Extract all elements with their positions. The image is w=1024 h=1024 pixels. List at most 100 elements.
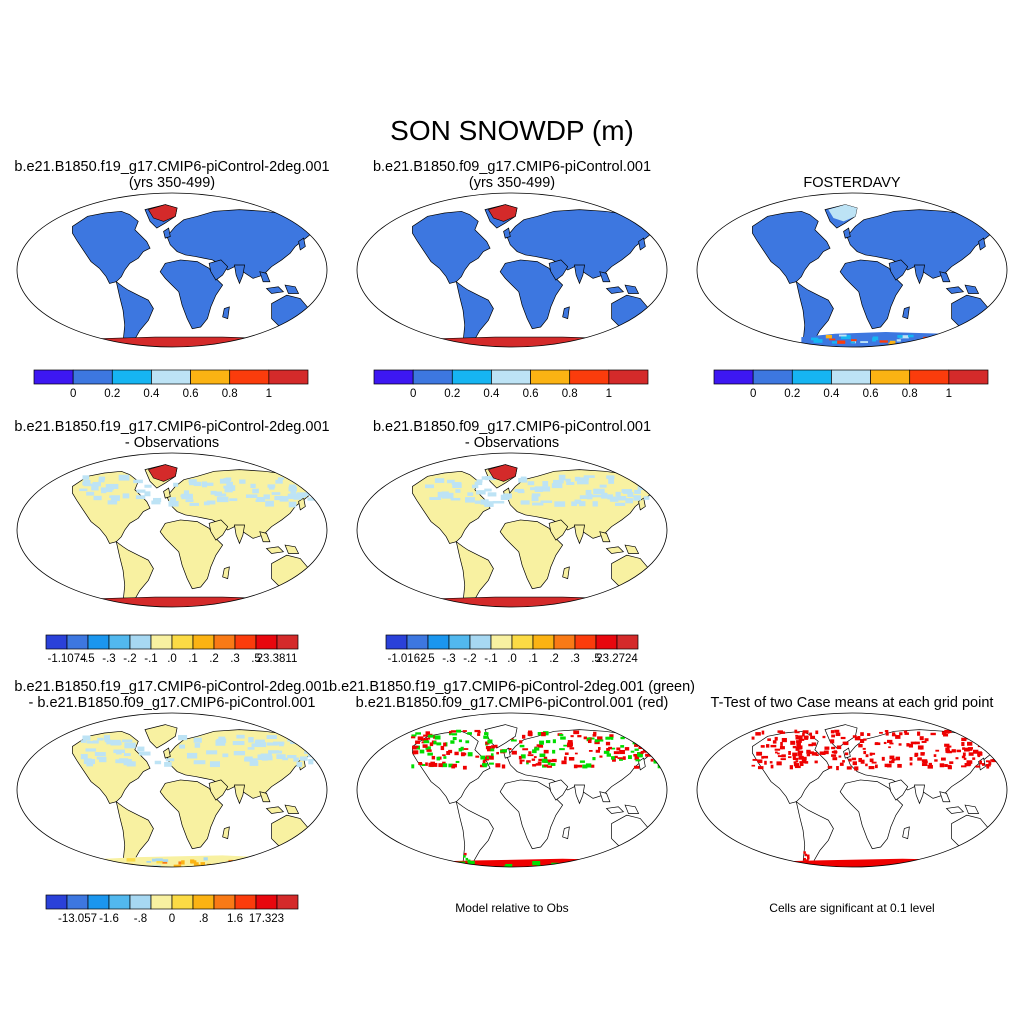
panel-footer: Model relative to Obs xyxy=(455,901,568,915)
colorbar-tick-label: 1 xyxy=(946,388,952,400)
colorbar-tick-label: 17.323 xyxy=(249,913,284,925)
greenland-snow xyxy=(147,464,178,482)
colorbar-tick-label: .1 xyxy=(528,653,538,665)
colorbar-box xyxy=(616,634,639,650)
map-border xyxy=(16,192,328,348)
greenland-snow xyxy=(147,204,178,222)
greenland-obs xyxy=(828,204,858,222)
colorbar-box xyxy=(192,634,215,650)
colorbar-box xyxy=(129,894,152,910)
colorbar-tick-label: -.1 xyxy=(144,653,157,665)
map-content xyxy=(17,453,327,607)
map-border xyxy=(356,452,668,608)
panel-p2: b.e21.B1850.f09_g17.CMIP6-piControl.001(… xyxy=(356,159,668,400)
colorbar-box xyxy=(255,634,278,650)
colorbar-box xyxy=(255,894,278,910)
colorbar-box xyxy=(448,634,471,650)
colorbar-box xyxy=(45,634,68,650)
colorbar-box xyxy=(192,894,215,910)
map-border xyxy=(696,712,1008,868)
colorbar-box xyxy=(150,634,173,650)
panel-title: T-Test of two Case means at each grid po… xyxy=(711,695,994,711)
greenland-snow xyxy=(487,204,518,222)
colorbar-box xyxy=(151,369,191,385)
colorbar-tick-label: .5 xyxy=(591,653,601,665)
colorbar-box xyxy=(213,894,236,910)
panel-p7: b.e21.B1850.f19_g17.CMIP6-piControl-2deg… xyxy=(329,679,695,915)
colorbar-box xyxy=(45,894,68,910)
colorbar-tick-label: .2 xyxy=(209,653,219,665)
colorbar-tick-label: .5 xyxy=(251,653,261,665)
panel-title-line1: b.e21.B1850.f09_g17.CMIP6-piControl.001 xyxy=(373,419,651,435)
colorbar-diff: -13.057 -1.6 -.8 0 .8 1.6 17.323 xyxy=(45,894,299,925)
colorbar-box xyxy=(373,369,414,385)
colorbar-tick-label: -.1 xyxy=(484,653,497,665)
colorbar-box xyxy=(511,634,534,650)
colorbar-tick-label: 0.4 xyxy=(823,388,840,400)
map-border xyxy=(356,192,668,348)
colorbar-tick-label: 0.8 xyxy=(902,388,918,400)
colorbar-box xyxy=(427,634,450,650)
greenland-snow xyxy=(487,464,518,482)
colorbar-tick-label: -.5 xyxy=(81,653,94,665)
colorbar-tick-label: 0.2 xyxy=(444,388,460,400)
colorbar-tick-label: -.3 xyxy=(442,653,455,665)
colorbar-box xyxy=(213,634,236,650)
antarctica xyxy=(28,336,325,347)
colorbar-box xyxy=(66,634,89,650)
colorbar-tick-label: .0 xyxy=(167,653,177,665)
colorbar-box xyxy=(276,634,299,650)
map-content xyxy=(357,453,667,607)
colorbar-tick-label: .3 xyxy=(570,653,580,665)
panel-p5: b.e21.B1850.f09_g17.CMIP6-piControl.001-… xyxy=(356,419,668,665)
colorbar-box xyxy=(108,894,131,910)
colorbar-tick-label: -1.0162 xyxy=(387,653,426,665)
colorbar-box xyxy=(171,894,194,910)
colorbar-box xyxy=(412,369,453,385)
colorbar-tick-label: 1.6 xyxy=(227,913,243,925)
panel-p8: T-Test of two Case means at each grid po… xyxy=(696,695,1008,915)
panel-title-line2: - Observations xyxy=(465,435,559,451)
colorbar-box xyxy=(469,634,492,650)
map-content xyxy=(357,713,667,867)
colorbar-tick-label: .0 xyxy=(507,653,517,665)
colorbar-box xyxy=(713,369,754,385)
colorbar-tick-label: 0.6 xyxy=(863,388,879,400)
colorbar-box xyxy=(129,634,152,650)
colorbar-box xyxy=(150,894,173,910)
colorbar-tick-label: 0.8 xyxy=(222,388,238,400)
antarctica xyxy=(45,855,324,867)
colorbar-box xyxy=(385,634,408,650)
panel-title-line2: (yrs 350-499) xyxy=(129,175,215,191)
colorbar-tick-label: -1.6 xyxy=(99,913,119,925)
antarctica xyxy=(368,596,665,607)
panel-p3: FOSTERDAVY 0 0.2 0.4 0.6 0.8 1 xyxy=(696,175,1008,400)
colorbar-tick-label: -.2 xyxy=(463,653,476,665)
map-content xyxy=(17,713,327,867)
antarctica xyxy=(385,858,664,867)
colorbar-diff: -1.1074-.5 -.3 -.2 -.1 .0 .1 .2 .3 .523.3811 xyxy=(45,634,299,665)
colorbar-tick-label: 0 xyxy=(750,388,756,400)
colorbar-tick-label: -.5 xyxy=(421,653,434,665)
colorbar-box xyxy=(111,369,152,385)
map-content xyxy=(17,193,327,347)
colorbar-tick-label: .3 xyxy=(230,653,240,665)
colorbar-box xyxy=(108,634,131,650)
colorbar-tick-label: -1.1074 xyxy=(47,653,87,665)
colorbar-box xyxy=(569,369,610,385)
panel-title-line2: - Observations xyxy=(125,435,219,451)
colorbar-tick-label: 23.3811 xyxy=(257,653,298,665)
panel-title-line1: b.e21.B1850.f19_g17.CMIP6-piControl-2deg… xyxy=(329,679,695,695)
colorbar-box xyxy=(87,634,110,650)
colorbar-tick-label: -.2 xyxy=(123,653,136,665)
panel-title-line2: - b.e21.B1850.f09_g17.CMIP6-piControl.00… xyxy=(29,695,316,711)
colorbar-box xyxy=(831,369,871,385)
colorbar-seq: 0 0.2 0.4 0.6 0.8 1 xyxy=(713,369,989,400)
colorbar-box xyxy=(791,369,832,385)
colorbar-box xyxy=(66,894,89,910)
colorbar-box xyxy=(276,894,299,910)
panel-p1: b.e21.B1850.f19_g17.CMIP6-piControl-2deg… xyxy=(14,159,329,400)
colorbar-tick-label: .1 xyxy=(188,653,198,665)
panel-title-line2: b.e21.B1850.f09_g17.CMIP6-piControl.001 … xyxy=(356,695,669,711)
